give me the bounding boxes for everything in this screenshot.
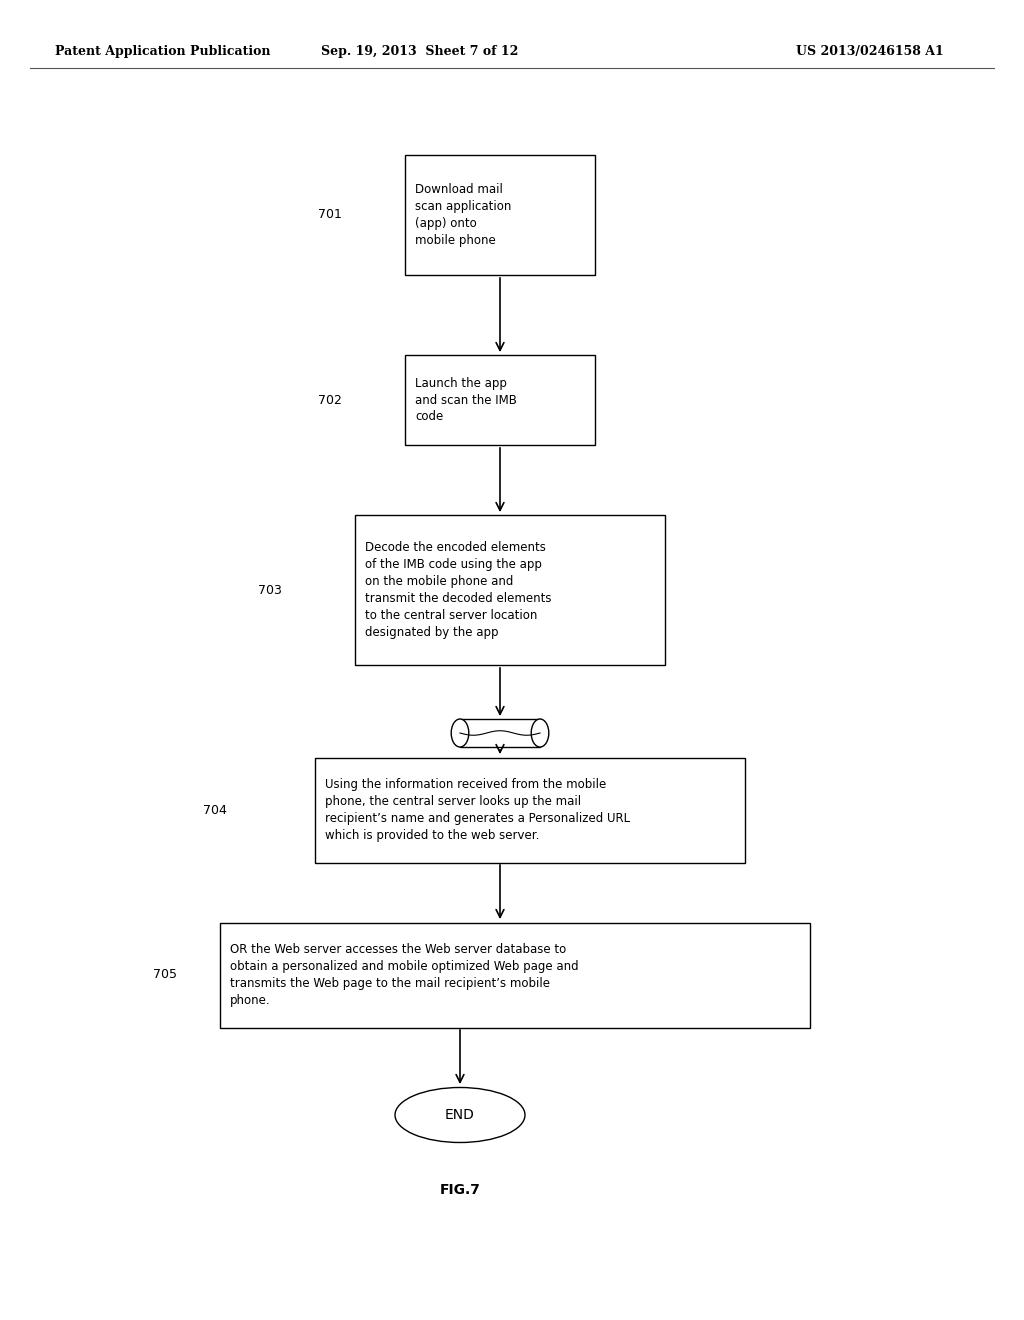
Text: FIG.7: FIG.7: [439, 1183, 480, 1197]
Text: Launch the app
and scan the IMB
code: Launch the app and scan the IMB code: [415, 376, 517, 424]
Text: US 2013/0246158 A1: US 2013/0246158 A1: [796, 45, 944, 58]
Ellipse shape: [395, 1088, 525, 1143]
Bar: [220, 923, 810, 1027]
Text: 704: 704: [203, 804, 227, 817]
Text: 702: 702: [318, 393, 342, 407]
Text: END: END: [445, 1107, 475, 1122]
Text: Using the information received from the mobile
phone, the central server looks u: Using the information received from the …: [325, 777, 630, 842]
Text: Decode the encoded elements
of the IMB code using the app
on the mobile phone an: Decode the encoded elements of the IMB c…: [365, 541, 552, 639]
Bar: [315, 758, 745, 862]
Bar: [406, 355, 595, 445]
Bar: [406, 154, 595, 275]
Text: 701: 701: [318, 209, 342, 222]
Text: Download mail
scan application
(app) onto
mobile phone: Download mail scan application (app) ont…: [415, 183, 511, 247]
Text: Sep. 19, 2013  Sheet 7 of 12: Sep. 19, 2013 Sheet 7 of 12: [322, 45, 519, 58]
Text: 703: 703: [258, 583, 282, 597]
Text: OR the Web server accesses the Web server database to
obtain a personalized and : OR the Web server accesses the Web serve…: [230, 942, 579, 1007]
Bar: [460, 719, 540, 747]
Bar: [355, 515, 665, 665]
Ellipse shape: [531, 719, 549, 747]
Ellipse shape: [452, 719, 469, 747]
Text: 705: 705: [153, 969, 177, 982]
Text: Patent Application Publication: Patent Application Publication: [55, 45, 270, 58]
